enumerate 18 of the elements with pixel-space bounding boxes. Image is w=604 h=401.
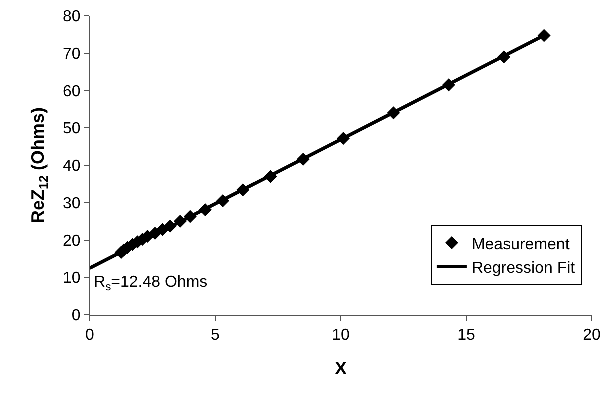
- y-tick-label: 50: [63, 120, 81, 138]
- y-tick-label: 40: [63, 158, 81, 176]
- y-tick-label: 60: [63, 83, 81, 100]
- y-tick-label: 80: [63, 8, 81, 26]
- y-tick-label: 10: [63, 270, 81, 288]
- y-tick-label: 0: [72, 308, 81, 325]
- x-tick-label: 10: [332, 327, 350, 344]
- annotation: R$_{s}$=12.48 Ohms: [94, 274, 208, 294]
- y-tick-label: 30: [63, 195, 81, 212]
- x-tick-label: 0: [86, 327, 95, 344]
- x-tick-label: 15: [458, 327, 476, 344]
- y-tick-label: 70: [63, 46, 81, 63]
- y-tick-label: 20: [63, 232, 81, 250]
- x-tick-label: 20: [583, 327, 601, 344]
- legend-label: Regression Fit: [472, 260, 576, 278]
- x-axis-title: X: [334, 358, 348, 378]
- legend-label: Measurement: [472, 236, 570, 254]
- x-tick-label: 5: [211, 327, 220, 344]
